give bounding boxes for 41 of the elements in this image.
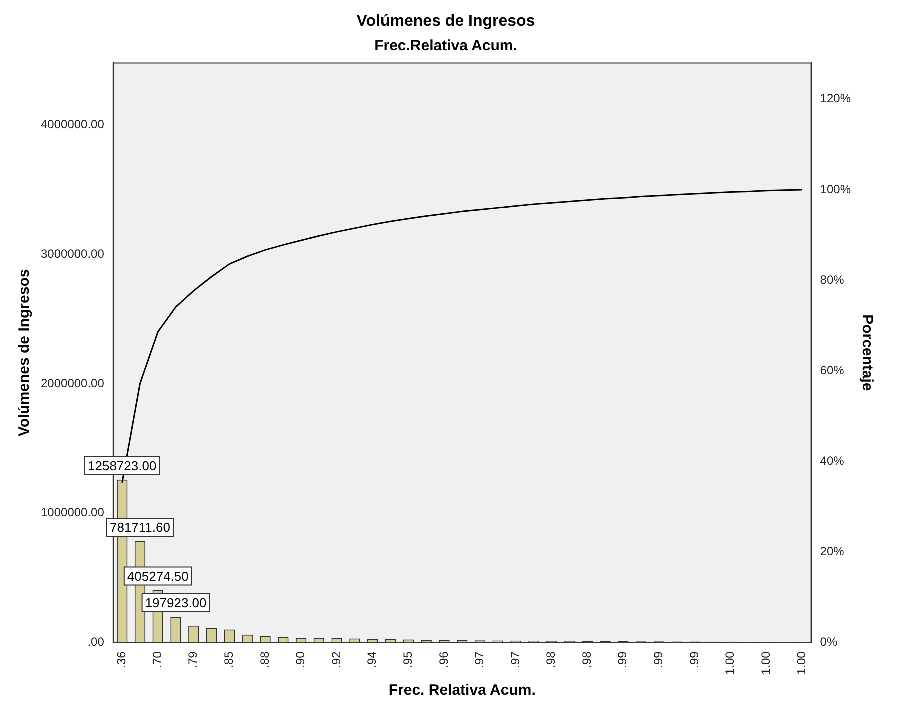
x-tick-label: .97 bbox=[472, 651, 487, 668]
x-tick-label: 1.00 bbox=[723, 651, 738, 676]
y2-tick-label: 60% bbox=[820, 363, 845, 378]
y2-tick-label: 20% bbox=[820, 544, 845, 558]
chart-title: Volúmenes de Ingresos bbox=[356, 13, 536, 30]
y2-tick-label: 100% bbox=[820, 182, 852, 196]
y-tick-label: 1000000.00 bbox=[40, 506, 105, 520]
x-tick-label: .88 bbox=[258, 651, 272, 668]
y-tick-label: .00 bbox=[88, 634, 105, 649]
x-tick-label: .96 bbox=[436, 651, 451, 668]
x-tick-label: .98 bbox=[544, 651, 558, 668]
data-label: 405274.50 bbox=[127, 568, 189, 584]
y2-tick-label: 120% bbox=[820, 92, 852, 106]
y2-axis-title: Porcentaje bbox=[858, 314, 876, 392]
x-tick-label: .98 bbox=[580, 651, 594, 668]
x-axis-title: Frec. Relativa Acum. bbox=[388, 682, 536, 700]
data-label: 1258723.00 bbox=[88, 458, 157, 474]
x-tick-label: .99 bbox=[687, 651, 702, 668]
y-tick-label: 4000000.00 bbox=[40, 118, 105, 132]
y2-tick-label: 40% bbox=[820, 454, 845, 468]
y2-tick-label: 0% bbox=[820, 634, 838, 649]
x-tick-label: 1.00 bbox=[794, 651, 809, 676]
x-tick-label: .97 bbox=[508, 651, 522, 668]
x-tick-label: .85 bbox=[222, 651, 236, 668]
x-tick-label: .94 bbox=[365, 651, 380, 668]
x-tick-label: .70 bbox=[150, 651, 164, 668]
x-tick-label: .99 bbox=[616, 651, 630, 668]
chart-subtitle: Frec.Relativa Acum. bbox=[374, 37, 518, 54]
y-tick-label: 3000000.00 bbox=[40, 246, 105, 261]
y2-tick-label: 80% bbox=[820, 272, 845, 287]
x-tick-label: .90 bbox=[294, 651, 308, 668]
data-label: 197923.00 bbox=[145, 596, 207, 611]
y-axis-title: Volúmenes de Ingresos bbox=[16, 269, 34, 437]
x-tick-label: .36 bbox=[114, 651, 129, 668]
x-tick-label: 1.00 bbox=[758, 651, 773, 676]
y-tick-label: 2000000.00 bbox=[40, 376, 105, 390]
x-tick-label: .79 bbox=[186, 651, 200, 668]
x-tick-label: .95 bbox=[400, 651, 415, 668]
data-label: 781711.60 bbox=[110, 520, 170, 536]
x-tick-label: .99 bbox=[652, 651, 666, 668]
x-tick-label: .92 bbox=[329, 651, 344, 668]
